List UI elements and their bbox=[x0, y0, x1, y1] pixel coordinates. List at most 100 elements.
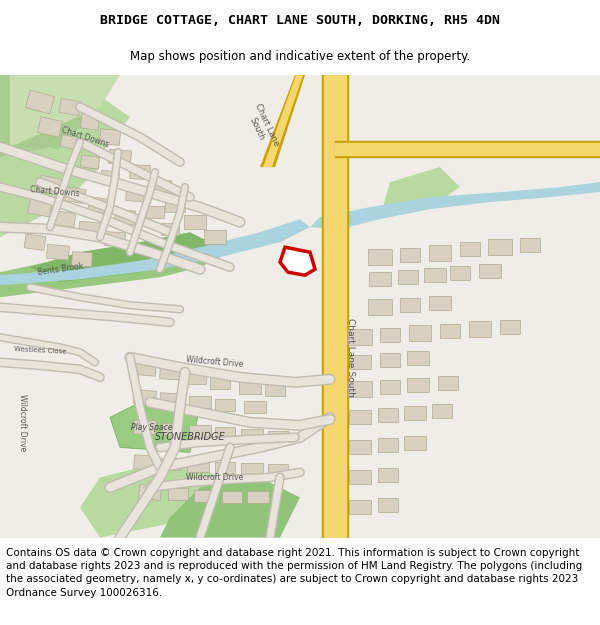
Bar bbox=[409, 325, 431, 341]
Bar bbox=[189, 396, 211, 408]
Bar bbox=[60, 134, 80, 149]
Bar bbox=[189, 426, 211, 438]
Bar bbox=[500, 320, 520, 334]
Bar bbox=[398, 270, 418, 284]
Bar bbox=[165, 198, 185, 212]
Bar bbox=[404, 436, 426, 451]
Bar bbox=[450, 266, 470, 280]
Bar bbox=[146, 206, 164, 218]
Bar bbox=[380, 328, 400, 342]
Bar bbox=[378, 408, 398, 422]
Text: Contains OS data © Crown copyright and database right 2021. This information is : Contains OS data © Crown copyright and d… bbox=[6, 548, 582, 598]
Bar bbox=[349, 471, 371, 484]
Polygon shape bbox=[10, 75, 120, 147]
Bar bbox=[26, 90, 55, 114]
Bar bbox=[407, 351, 429, 366]
Text: Chart Downs: Chart Downs bbox=[60, 125, 110, 149]
Bar bbox=[133, 389, 157, 405]
Bar bbox=[210, 376, 230, 389]
Bar bbox=[222, 491, 242, 504]
Bar bbox=[130, 164, 151, 179]
Polygon shape bbox=[0, 147, 100, 237]
Bar bbox=[239, 381, 261, 394]
Bar bbox=[335, 143, 600, 155]
Bar bbox=[335, 141, 600, 157]
Bar bbox=[400, 248, 420, 262]
Bar bbox=[241, 429, 263, 441]
Bar bbox=[215, 399, 235, 411]
Bar bbox=[160, 458, 180, 471]
Polygon shape bbox=[260, 75, 305, 167]
Bar bbox=[438, 376, 458, 391]
Polygon shape bbox=[110, 402, 200, 452]
Bar bbox=[64, 186, 86, 204]
Polygon shape bbox=[160, 478, 300, 538]
Polygon shape bbox=[0, 75, 130, 207]
Bar bbox=[520, 238, 540, 252]
Bar bbox=[378, 438, 398, 452]
Bar bbox=[71, 252, 92, 267]
Text: Wildcroft Drive: Wildcroft Drive bbox=[186, 356, 244, 369]
Bar bbox=[404, 406, 426, 421]
Bar bbox=[109, 149, 131, 165]
Bar bbox=[204, 230, 226, 244]
Bar bbox=[268, 464, 288, 476]
Bar bbox=[160, 393, 181, 406]
Text: Play Space: Play Space bbox=[131, 423, 173, 432]
Bar bbox=[349, 411, 371, 424]
Bar bbox=[479, 264, 501, 278]
Bar bbox=[38, 117, 62, 137]
Bar bbox=[324, 75, 346, 538]
Polygon shape bbox=[380, 167, 460, 217]
Bar bbox=[54, 211, 76, 227]
Bar bbox=[24, 234, 46, 251]
Bar bbox=[349, 501, 371, 514]
Bar bbox=[88, 197, 112, 214]
Bar bbox=[244, 401, 266, 413]
Bar bbox=[429, 296, 451, 310]
Bar bbox=[139, 484, 161, 501]
Text: Wildcroft Drive: Wildcroft Drive bbox=[187, 473, 244, 482]
Bar bbox=[184, 215, 206, 229]
Bar bbox=[100, 129, 121, 146]
Bar bbox=[215, 462, 235, 474]
Bar bbox=[104, 232, 125, 247]
Bar bbox=[134, 455, 157, 470]
Bar bbox=[162, 423, 182, 436]
Bar bbox=[265, 382, 285, 396]
Bar bbox=[134, 420, 157, 435]
Bar bbox=[125, 189, 145, 202]
Bar bbox=[215, 428, 235, 439]
Bar bbox=[241, 463, 263, 476]
Bar bbox=[378, 499, 398, 512]
Bar bbox=[184, 371, 206, 384]
Polygon shape bbox=[0, 75, 90, 177]
Bar bbox=[59, 98, 81, 116]
Polygon shape bbox=[0, 219, 310, 285]
Bar bbox=[115, 209, 136, 225]
Bar bbox=[378, 468, 398, 482]
Bar bbox=[460, 242, 480, 256]
Text: Chart Lane South: Chart Lane South bbox=[346, 318, 355, 397]
Bar bbox=[28, 198, 52, 217]
Text: Wildcroft Drive: Wildcroft Drive bbox=[17, 394, 26, 451]
Bar bbox=[348, 381, 372, 398]
Bar bbox=[432, 404, 452, 418]
Text: STONEBRIDGE: STONEBRIDGE bbox=[155, 432, 226, 442]
Bar bbox=[79, 221, 101, 237]
Bar bbox=[160, 365, 181, 380]
Polygon shape bbox=[280, 247, 315, 275]
Bar bbox=[268, 431, 288, 443]
Bar bbox=[349, 441, 371, 454]
Bar bbox=[168, 489, 188, 501]
Bar bbox=[38, 175, 62, 195]
Bar bbox=[440, 324, 460, 338]
Bar bbox=[161, 223, 179, 235]
Bar bbox=[80, 114, 100, 130]
Bar bbox=[424, 268, 446, 282]
Text: Bents Brook: Bents Brook bbox=[37, 261, 83, 277]
Bar bbox=[322, 75, 348, 538]
Bar bbox=[247, 491, 269, 504]
Polygon shape bbox=[310, 182, 600, 229]
Bar bbox=[80, 155, 100, 169]
